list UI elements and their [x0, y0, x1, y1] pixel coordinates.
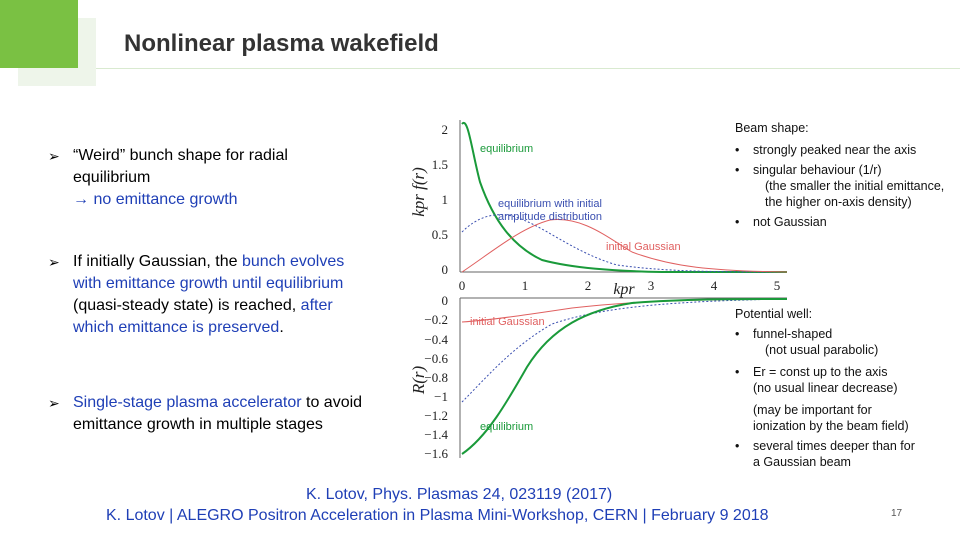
- bullet-dot-icon: •: [735, 439, 740, 453]
- y-tick-label: −1.2: [424, 408, 448, 423]
- bullet-subtext: → no emittance growth: [73, 191, 238, 208]
- bullet-highlight: after which emittance is preserved: [73, 297, 333, 336]
- bullet-dot-icon: •: [735, 143, 740, 157]
- note-subitem: ionization by the beam field): [753, 419, 909, 433]
- y-tick-label: −0.2: [424, 312, 448, 327]
- equilibrium-label-top: equilibrium: [480, 143, 533, 155]
- equilibrium-label-bottom: equilibrium: [480, 421, 533, 433]
- y-tick-label: 0.5: [432, 227, 448, 242]
- y-tick-label: 0: [442, 262, 449, 277]
- wakefield-figure: 2 1.5 1 0.5 0 0 1 2 3 4 5 0 −0.2 −0.4 −0…: [409, 120, 788, 461]
- note-item: • several times deeper than for: [735, 439, 915, 453]
- header-accent-shadow: [78, 18, 96, 86]
- y-tick-label: −0.6: [424, 351, 448, 366]
- slide-title: Nonlinear plasma wakefield: [124, 30, 439, 57]
- note-item: • strongly peaked near the axis: [735, 143, 917, 157]
- note-item: • not Gaussian: [735, 215, 827, 229]
- note-subitem: (not usual parabolic): [765, 343, 879, 357]
- note-item: • funnel-shaped: [735, 327, 833, 341]
- bullet-dot-icon: •: [735, 327, 740, 341]
- y-tick-label: −1.6: [424, 446, 448, 461]
- header-divider: [96, 68, 960, 86]
- initial-amplitude-label: equilibrium with initial amplitude distr…: [498, 198, 605, 223]
- initial-gaussian-label-top: initial Gaussian: [606, 241, 681, 253]
- bullet-highlight: bunch evolves with emittance growth unti…: [73, 253, 345, 292]
- initial-gaussian-density-curve: [461, 219, 788, 273]
- x-tick-label: 5: [774, 278, 781, 293]
- bullet-dot-icon: •: [735, 365, 740, 379]
- y-tick-label: 0: [442, 293, 449, 308]
- x-axis-label: kpr: [613, 281, 635, 298]
- note-subitem: (may be important for: [753, 403, 872, 417]
- note-item: • singular behaviour (1/r): [735, 163, 882, 177]
- potential-well-heading: Potential well:: [735, 307, 813, 321]
- bullet-text: to avoid emittance growth in multiple st…: [73, 394, 363, 433]
- note-item: • Er = const up to the axis: [735, 365, 888, 379]
- note-subitem: a Gaussian beam: [753, 455, 851, 469]
- bullet-text: .: [279, 319, 284, 336]
- note-subitem: (no usual linear decrease): [753, 381, 898, 395]
- bottom-y-axis-label: R(r): [409, 366, 428, 396]
- x-tick-label: 3: [648, 278, 655, 293]
- bullet-text: “Weird” bunch shape for radial equilibri…: [73, 147, 288, 186]
- y-tick-label: 1: [442, 192, 449, 207]
- equilibrium-potential-curve: [461, 298, 788, 455]
- beam-shape-heading: Beam shape:: [735, 121, 809, 135]
- header-accent-block: [0, 0, 78, 68]
- y-tick-label: −1: [434, 389, 448, 404]
- bullet-dot-icon: •: [735, 215, 740, 229]
- initial-gaussian-label-bottom: initial Gaussian: [470, 316, 545, 328]
- equilibrium-density-curve: [461, 121, 787, 273]
- x-tick-label: 4: [711, 278, 718, 293]
- x-tick-label: 2: [585, 278, 592, 293]
- note-subitem: (the smaller the initial emittance,: [765, 179, 945, 193]
- header-accent-shadow-bottom: [18, 68, 78, 86]
- arrow-bullet-icon: ➢: [48, 148, 60, 164]
- y-tick-label: −1.4: [424, 427, 448, 442]
- top-y-axis-label: kpr f(r): [409, 167, 428, 217]
- bullet-text: If initially Gaussian, the: [73, 253, 242, 270]
- y-tick-label: −0.8: [424, 370, 448, 385]
- y-tick-label: −0.4: [424, 332, 448, 347]
- bullet-item: ➢ Single-stage plasma accelerator to avo…: [48, 392, 363, 436]
- event-footer: K. Lotov | ALEGRO Positron Acceleration …: [106, 507, 769, 524]
- page-number: 17: [891, 508, 903, 519]
- y-tick-label: 1.5: [432, 157, 448, 172]
- initial-amplitude-curve: [461, 214, 788, 273]
- x-tick-label: 1: [522, 278, 529, 293]
- arrow-bullet-icon: ➢: [48, 254, 60, 270]
- bullet-item: ➢ “Weird” bunch shape for radial equilib…: [48, 145, 363, 211]
- y-tick-label: 2: [442, 122, 449, 137]
- bullet-highlight: Single-stage plasma accelerator: [73, 394, 302, 411]
- arrow-bullet-icon: ➢: [48, 395, 60, 411]
- note-subitem: the higher on-axis density): [765, 195, 912, 209]
- reference-citation: K. Lotov, Phys. Plasmas 24, 023119 (2017…: [306, 486, 613, 503]
- x-tick-label: 0: [459, 278, 466, 293]
- bullet-item: ➢ If initially Gaussian, the bunch evolv…: [48, 251, 363, 339]
- bullet-text: (quasi-steady state) is reached,: [73, 297, 301, 314]
- bullet-dot-icon: •: [735, 163, 740, 177]
